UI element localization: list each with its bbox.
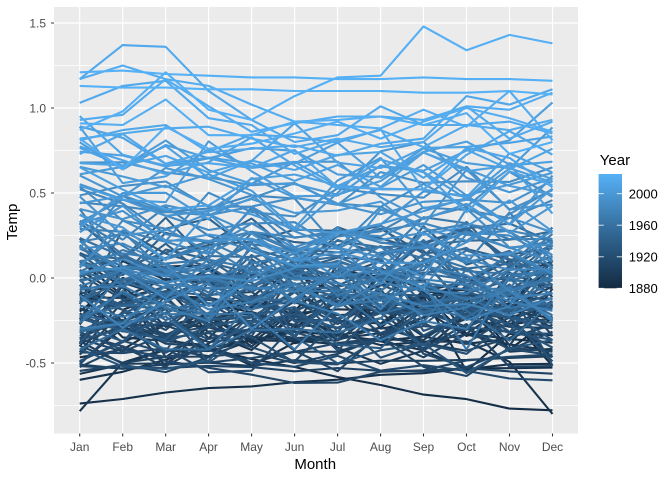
svg-text:May: May [240,440,263,454]
svg-text:Aug: Aug [370,440,391,454]
svg-text:1.5: 1.5 [29,16,46,30]
svg-text:0.5: 0.5 [29,186,46,200]
svg-text:1880: 1880 [629,281,658,296]
svg-text:Apr: Apr [199,440,218,454]
svg-text:Feb: Feb [112,440,133,454]
svg-text:Oct: Oct [457,440,476,454]
svg-text:Nov: Nov [499,440,520,454]
svg-text:Month: Month [294,456,336,473]
svg-text:2000: 2000 [629,186,658,201]
svg-text:0.0: 0.0 [29,271,46,285]
svg-text:Dec: Dec [542,440,563,454]
svg-text:1.0: 1.0 [29,101,46,115]
svg-text:Sep: Sep [413,440,435,454]
svg-text:-0.5: -0.5 [25,356,46,370]
svg-text:Jan: Jan [70,440,89,454]
svg-text:Mar: Mar [155,440,176,454]
svg-text:1920: 1920 [629,249,658,264]
svg-text:Year: Year [600,152,630,169]
svg-text:Jul: Jul [330,440,345,454]
svg-text:1960: 1960 [629,218,658,233]
svg-text:Jun: Jun [285,440,304,454]
svg-text:Temp: Temp [4,204,21,241]
